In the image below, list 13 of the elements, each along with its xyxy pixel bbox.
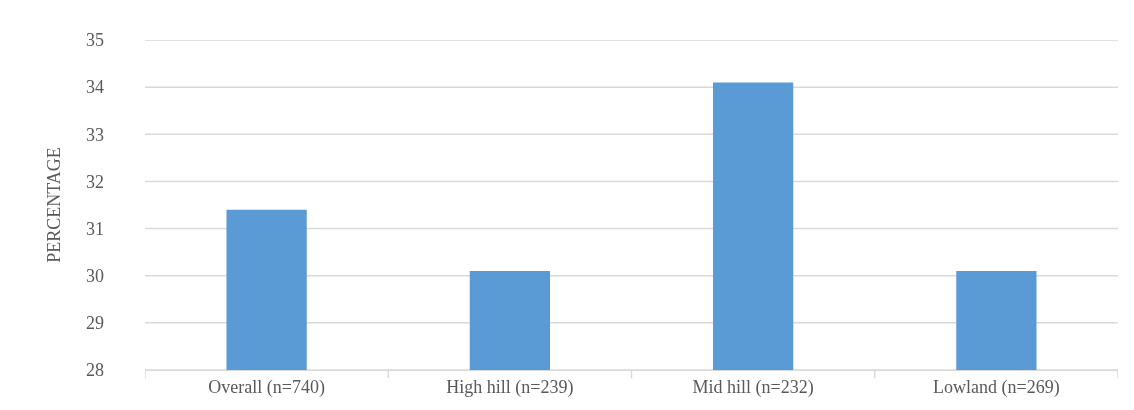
x-tick-label: Lowland (n=269) (933, 376, 1060, 398)
y-tick-label: 29 (86, 313, 104, 334)
x-tick-label: Overall (n=740) (208, 376, 325, 398)
x-tick-label: High hill (n=239) (446, 376, 574, 398)
y-tick-label: 30 (86, 266, 104, 287)
x-tick-label: Mid hill (n=232) (692, 376, 814, 398)
y-tick-label: 33 (86, 124, 104, 145)
y-tick-label: 34 (86, 77, 104, 98)
y-tick-label: 28 (86, 360, 104, 381)
y-axis-title: PERCENTAGE (44, 147, 65, 263)
y-tick-label: 32 (86, 171, 104, 192)
y-tick-label: 31 (86, 218, 104, 239)
y-tick-label: 35 (86, 30, 104, 51)
